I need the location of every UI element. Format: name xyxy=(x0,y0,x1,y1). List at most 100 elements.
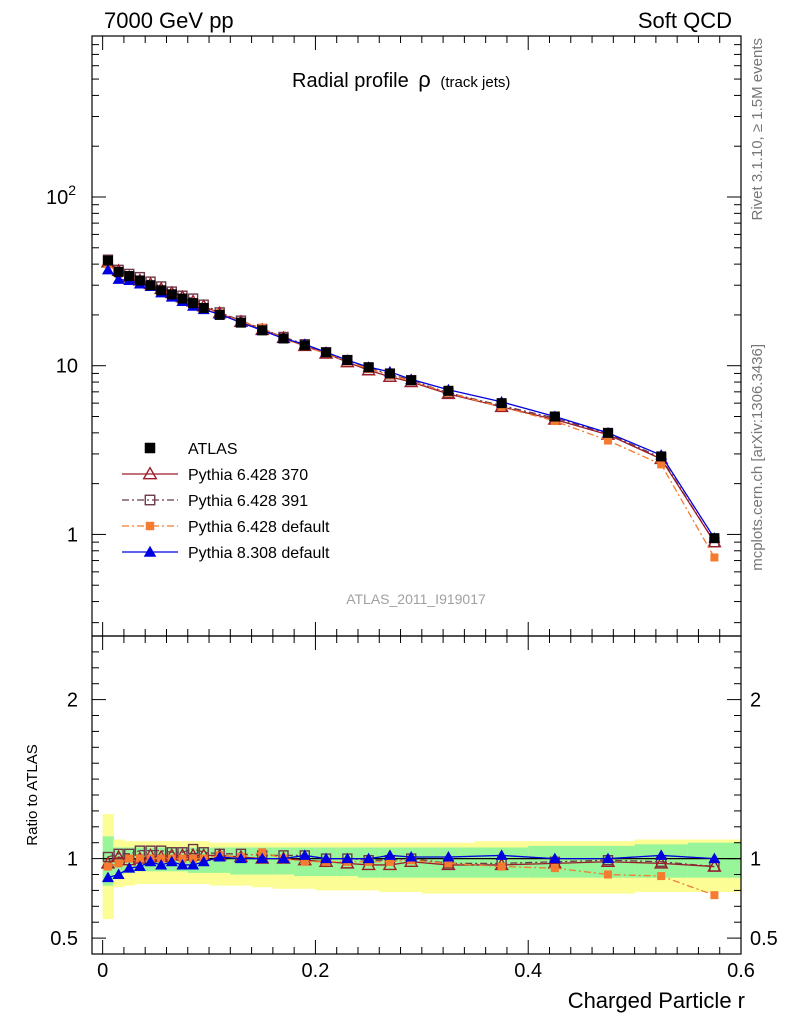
ratio-point-p8def xyxy=(144,855,157,867)
ratio-point-p8def xyxy=(708,852,721,864)
main-point-atlas xyxy=(443,385,454,396)
ratio-point-p6def xyxy=(114,859,123,868)
ratio-point-p8def xyxy=(495,849,508,860)
ratio-y-axis-label: Ratio to ATLAS xyxy=(24,744,41,845)
main-point-atlas xyxy=(406,375,417,386)
ratio-point-p8def xyxy=(213,851,226,862)
main-point-atlas xyxy=(145,280,156,291)
legend-label-p6def: Pythia 6.428 default xyxy=(188,519,330,536)
legend-entry-p8def: Pythia 8.308 default xyxy=(122,545,330,562)
ratio-point-p8def xyxy=(234,852,247,864)
ratio-panel: 2 2 1 1 0.5 0.5 0 0.2 0.4 0.6 Ratio to ATLAS Cha… xyxy=(24,635,778,1013)
main-point-atlas xyxy=(496,398,507,409)
header-energy: 7000 GeV pp xyxy=(104,8,234,33)
ratio-ytick-label-left: 1 xyxy=(67,849,78,871)
legend-entry-p370: Pythia 6.428 370 xyxy=(122,466,308,484)
main-point-atlas xyxy=(549,411,560,422)
ratio-point-p391 xyxy=(187,843,199,855)
main-point-p8def xyxy=(112,273,125,284)
legend-label-p391: Pythia 6.428 391 xyxy=(188,493,308,510)
ratio-ytick-label-left: 0.5 xyxy=(50,928,78,950)
main-point-atlas xyxy=(257,325,268,336)
ratio-point-p8def xyxy=(165,855,178,867)
ratio-point-p8def xyxy=(442,851,455,862)
ratio-point-p8def xyxy=(187,858,200,870)
main-point-atlas xyxy=(102,255,113,266)
legend-label-p8def: Pythia 8.308 default xyxy=(188,545,330,562)
main-point-atlas xyxy=(166,289,177,300)
main-point-atlas xyxy=(124,271,135,282)
ratio-point-p6def xyxy=(178,854,187,863)
legend-marker-p6def xyxy=(145,521,155,531)
ratio-point-p6def xyxy=(157,854,166,863)
main-point-p6def xyxy=(604,436,613,445)
main-ytick-label: 1 xyxy=(67,524,78,546)
ratio-point-p6def xyxy=(135,854,144,863)
ratio-point-p8def xyxy=(197,855,210,867)
ratio-point-p6def xyxy=(710,891,719,900)
xtick-label: 0.6 xyxy=(727,960,755,982)
main-point-atlas xyxy=(235,317,246,328)
legend-marker-p8def xyxy=(143,545,157,557)
ratio-point-p6def xyxy=(444,859,453,868)
legend-entry-p6def: Pythia 6.428 default xyxy=(122,519,330,536)
ratio-point-p8def xyxy=(298,849,311,860)
xtick-label: 0.4 xyxy=(514,960,542,982)
ratio-point-p6def xyxy=(657,872,666,881)
x-axis-label: Charged Particle r xyxy=(568,988,745,1013)
ratio-point-p8def xyxy=(256,852,269,864)
ratio-point-p391 xyxy=(102,851,114,863)
legend-marker-p391 xyxy=(144,494,156,506)
ratio-point-p8def xyxy=(320,852,333,864)
main-point-atlas xyxy=(113,266,124,277)
ratio-series-p8def xyxy=(101,849,721,883)
main-point-atlas xyxy=(603,427,614,438)
main-point-atlas xyxy=(134,275,145,286)
main-point-atlas xyxy=(709,533,720,544)
legend-label-atlas: ATLAS xyxy=(188,441,238,458)
legend-label-p370: Pythia 6.428 370 xyxy=(188,467,308,484)
main-point-p6def xyxy=(657,460,666,469)
main-point-atlas xyxy=(384,368,395,379)
main-point-atlas xyxy=(363,362,374,373)
ratio-ytick-label-right: 0.5 xyxy=(750,928,778,950)
ratio-point-p8def xyxy=(155,858,168,870)
ratio-axis-ticks xyxy=(92,636,742,954)
ratio-ytick-label-right: 1 xyxy=(750,849,761,871)
ratio-point-p8def xyxy=(655,849,668,860)
ratio-point-p8def xyxy=(176,858,189,870)
main-axis-ticks xyxy=(92,35,742,636)
ratio-ytick-label-right: 2 xyxy=(750,690,761,712)
ratio-point-p8def xyxy=(123,862,136,873)
legend: ATLAS Pythia 6.428 370 Pythia 6.428 391 Pyt… xyxy=(122,441,330,562)
ratio-point-p6def xyxy=(258,848,267,857)
main-ytick-label: 10 xyxy=(56,356,78,378)
ratio-point-p8def xyxy=(112,868,125,879)
ratio-point-p8def xyxy=(101,871,114,883)
legend-marker-atlas xyxy=(144,442,156,454)
chart-title-symbol: ρ xyxy=(418,67,431,92)
main-ytick-label: 102 xyxy=(46,182,76,209)
main-point-atlas xyxy=(321,347,332,358)
main-point-atlas xyxy=(214,309,225,320)
ratio-point-p391 xyxy=(113,848,124,860)
ratio-point-p6def xyxy=(300,857,309,866)
main-point-p8def xyxy=(101,263,114,275)
xtick-label: 0.2 xyxy=(302,960,330,982)
mcplots-label: mcplots.cern.ch [arXiv:1306.3436] xyxy=(749,344,766,571)
ratio-point-p8def xyxy=(277,852,290,864)
chart-title-sub: (track jets) xyxy=(440,74,510,91)
ratio-point-p8def xyxy=(133,860,146,872)
ratio-point-p8def xyxy=(341,852,354,864)
ratio-point-p6def xyxy=(103,862,112,871)
ratio-point-p370 xyxy=(707,859,722,872)
main-point-atlas xyxy=(278,333,289,344)
chart-title-main: Radial profile xyxy=(292,70,409,92)
ratio-point-p6def xyxy=(550,864,559,873)
main-point-atlas xyxy=(198,302,209,313)
main-panel: 102 10 1 Radial profile ρ (track jets) ATL… xyxy=(46,35,742,637)
main-point-atlas xyxy=(156,285,167,296)
main-point-atlas xyxy=(342,355,353,366)
ratio-point-p8def xyxy=(383,849,396,860)
